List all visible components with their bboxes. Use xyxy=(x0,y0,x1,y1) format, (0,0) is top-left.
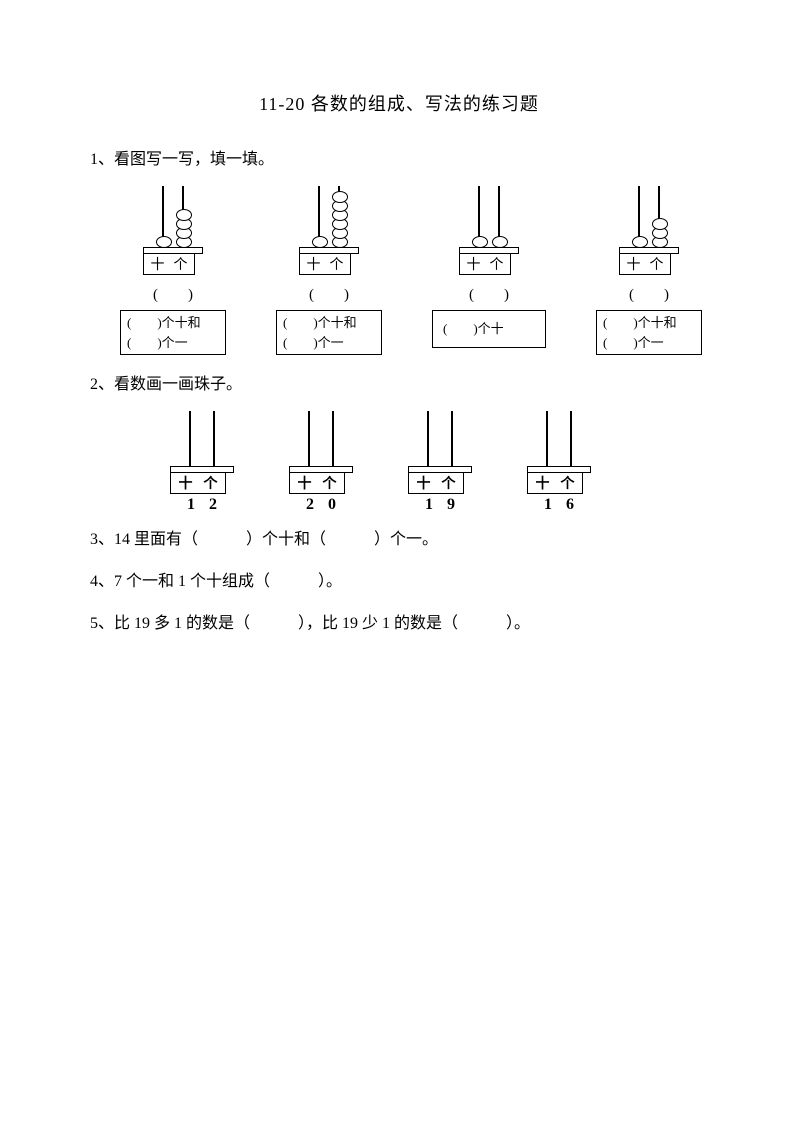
desc-line2: ( )个一 xyxy=(283,333,375,353)
abacus-empty-item: 十 个 1 6 xyxy=(527,411,591,514)
label-ten: 十 xyxy=(179,473,193,493)
abacus-row-1: 十 个 ( ) ( )个十和 ( )个一 十 个 ( ) ( )个十和 ( )个… xyxy=(120,186,708,355)
label-ten: 十 xyxy=(627,254,641,274)
abacus-item: 十 个 ( ) ( )个十和 ( )个一 xyxy=(276,186,382,355)
label-one: 个 xyxy=(204,473,218,493)
answer-paren: ( ) xyxy=(469,283,509,304)
abacus-empty-item: 十 个 1 9 xyxy=(408,411,472,514)
desc-line2: ( )个一 xyxy=(603,333,695,353)
q2-prompt: 2、看数画一画珠子。 xyxy=(90,369,708,401)
tens-rod xyxy=(318,186,320,248)
answer-paren: ( ) xyxy=(629,283,669,304)
abacus: 十 个 xyxy=(408,411,472,494)
digit-ones: 6 xyxy=(566,496,574,514)
abacus: 十 个 xyxy=(289,411,353,494)
label-one: 个 xyxy=(561,473,575,493)
place-labels: 十 个 xyxy=(170,472,226,494)
label-one: 个 xyxy=(442,473,456,493)
q3: 3、14 里面有（ ）个十和（ ）个一。 xyxy=(90,524,708,556)
digit-ones: 9 xyxy=(447,496,455,514)
abacus-item: 十 个 ( ) ( )个十 xyxy=(432,186,546,355)
abacus: 十 个 xyxy=(299,186,359,275)
answer-paren: ( ) xyxy=(153,283,193,304)
digit-tens: 1 xyxy=(187,496,195,514)
number-below: 1 2 xyxy=(175,496,229,514)
tens-rod xyxy=(546,411,548,467)
abacus-empty-item: 十 个 1 2 xyxy=(170,411,234,514)
ones-rod xyxy=(182,186,184,248)
label-one: 个 xyxy=(174,254,188,274)
desc-box: ( )个十和 ( )个一 xyxy=(596,310,702,355)
desc-line1: ( )个十和 xyxy=(283,313,375,333)
desc-line1: ( )个十和 xyxy=(603,313,695,333)
place-labels: 十 个 xyxy=(408,472,464,494)
place-labels: 十 个 xyxy=(619,253,671,275)
label-one: 个 xyxy=(490,254,504,274)
q1-prompt: 1、看图写一写，填一填。 xyxy=(90,144,708,176)
ones-rod xyxy=(658,186,660,248)
answer-paren: ( ) xyxy=(309,283,349,304)
tens-rod xyxy=(189,411,191,467)
abacus-row-2: 十 个 1 2 十 个 2 0 xyxy=(170,411,708,514)
place-labels: 十 个 xyxy=(289,472,345,494)
label-ten: 十 xyxy=(307,254,321,274)
abacus-item: 十 个 ( ) ( )个十和 ( )个一 xyxy=(596,186,702,355)
place-labels: 十 个 xyxy=(527,472,583,494)
label-ten: 十 xyxy=(151,254,165,274)
place-labels: 十 个 xyxy=(299,253,351,275)
q4: 4、7 个一和 1 个十组成（ ）。 xyxy=(90,566,708,598)
desc-line1: ( )个十 xyxy=(443,319,535,339)
ones-rod xyxy=(338,186,340,248)
tens-rod xyxy=(478,186,480,248)
label-one: 个 xyxy=(323,473,337,493)
abacus: 十 个 xyxy=(143,186,203,275)
ones-rod xyxy=(570,411,572,467)
number-below: 1 9 xyxy=(413,496,467,514)
desc-line1: ( )个十和 xyxy=(127,313,219,333)
label-ten: 十 xyxy=(298,473,312,493)
ones-rod xyxy=(498,186,500,248)
abacus: 十 个 xyxy=(459,186,519,275)
place-labels: 十 个 xyxy=(459,253,511,275)
label-ten: 十 xyxy=(467,254,481,274)
number-below: 2 0 xyxy=(294,496,348,514)
desc-line2: ( )个一 xyxy=(127,333,219,353)
abacus-empty-item: 十 个 2 0 xyxy=(289,411,353,514)
tens-rod xyxy=(638,186,640,248)
number-below: 1 6 xyxy=(532,496,586,514)
digit-ones: 0 xyxy=(328,496,336,514)
ones-rod xyxy=(451,411,453,467)
tens-rod xyxy=(427,411,429,467)
q5: 5、比 19 多 1 的数是（ ），比 19 少 1 的数是（ ）。 xyxy=(90,608,708,640)
ones-rod xyxy=(332,411,334,467)
tens-rod xyxy=(308,411,310,467)
place-labels: 十 个 xyxy=(143,253,195,275)
abacus: 十 个 xyxy=(527,411,591,494)
desc-box: ( )个十和 ( )个一 xyxy=(120,310,226,355)
abacus-item: 十 个 ( ) ( )个十和 ( )个一 xyxy=(120,186,226,355)
label-ten: 十 xyxy=(417,473,431,493)
digit-tens: 1 xyxy=(425,496,433,514)
digit-tens: 2 xyxy=(306,496,314,514)
abacus: 十 个 xyxy=(619,186,679,275)
abacus: 十 个 xyxy=(170,411,234,494)
digit-ones: 2 xyxy=(209,496,217,514)
tens-rod xyxy=(162,186,164,248)
digit-tens: 1 xyxy=(544,496,552,514)
ones-rod xyxy=(213,411,215,467)
label-one: 个 xyxy=(330,254,344,274)
label-ten: 十 xyxy=(536,473,550,493)
desc-box: ( )个十和 ( )个一 xyxy=(276,310,382,355)
label-one: 个 xyxy=(650,254,664,274)
page-title: 11-20 各数的组成、写法的练习题 xyxy=(90,90,708,116)
desc-box: ( )个十 xyxy=(432,310,546,348)
